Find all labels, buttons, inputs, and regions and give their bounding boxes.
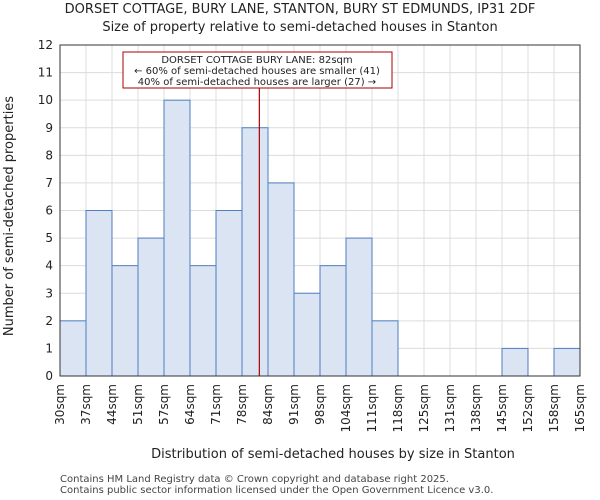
histogram-bar (137, 237, 165, 377)
x-axis-label: Distribution of semi-detached houses by … (151, 447, 515, 462)
annotation-line-1: DORSET COTTAGE BURY LANE: 82sqm (161, 55, 352, 66)
y-tick-label: 2 (45, 314, 53, 328)
x-tick-label: 84sqm (261, 384, 275, 425)
chart-subtitle: Size of property relative to semi-detach… (102, 20, 498, 35)
x-tick-label: 158sqm (547, 384, 561, 432)
footer-line-1: Contains HM Land Registry data © Crown c… (60, 474, 449, 485)
x-tick-label: 152sqm (521, 384, 535, 432)
histogram-bar (267, 182, 295, 377)
bars-layer (59, 99, 581, 377)
x-tick-label: 98sqm (313, 384, 327, 425)
histogram-bar (163, 99, 191, 377)
y-tick-label: 9 (45, 121, 53, 135)
histogram-bar (59, 320, 87, 377)
annotation-box: DORSET COTTAGE BURY LANE: 82sqm ← 60% of… (122, 51, 393, 89)
x-ticks: 30sqm 37sqm 44sqm 51sqm 57sqm 64sqm 71sqm 78sqm… (53, 384, 587, 432)
y-tick-label: 5 (45, 231, 53, 245)
x-tick-label: 57sqm (157, 384, 171, 425)
y-tick-label: 6 (45, 204, 53, 218)
y-tick-label: 0 (45, 369, 53, 383)
histogram-bar (241, 127, 269, 377)
y-tick-label: 11 (38, 66, 53, 80)
y-tick-label: 3 (45, 286, 53, 300)
histogram-bar (293, 292, 321, 377)
y-tick-label: 1 (45, 341, 53, 355)
x-tick-label: 111sqm (365, 384, 379, 432)
annotation-line-2: ← 60% of semi-detached houses are smalle… (134, 66, 380, 77)
y-tick-label: 10 (38, 93, 53, 107)
histogram-bar (501, 347, 529, 377)
y-axis-label: Number of semi-detached properties (2, 96, 17, 336)
x-tick-label: 51sqm (131, 384, 145, 425)
annotation-border (122, 51, 393, 89)
x-tick-label: 165sqm (573, 384, 587, 432)
x-tick-label: 118sqm (391, 384, 405, 432)
x-tick-label: 131sqm (443, 384, 457, 432)
plot-frame (59, 44, 581, 377)
x-tick-label: 125sqm (417, 384, 431, 432)
x-tick-label: 37sqm (79, 384, 93, 425)
x-tick-label: 104sqm (339, 384, 353, 432)
footer-line-2: Contains public sector information licen… (60, 485, 494, 496)
x-tick-label: 138sqm (469, 384, 483, 432)
chart-title: DORSET COTTAGE, BURY LANE, STANTON, BURY… (64, 2, 536, 17)
histogram-bar (189, 265, 217, 377)
histogram-bar (553, 347, 581, 377)
histogram-bar (111, 265, 139, 377)
y-tick-label: 12 (38, 38, 53, 52)
x-tick-label: 78sqm (235, 384, 249, 425)
x-tick-label: 30sqm (53, 384, 67, 425)
x-tick-label: 91sqm (287, 384, 301, 425)
y-tick-label: 4 (45, 259, 53, 273)
histogram-bar (319, 265, 347, 377)
x-tick-label: 64sqm (183, 384, 197, 425)
x-tick-label: 71sqm (209, 384, 223, 425)
y-tick-label: 7 (45, 176, 53, 190)
y-tick-label: 8 (45, 148, 53, 162)
x-tick-label: 145sqm (495, 384, 509, 432)
histogram-bar (345, 237, 373, 377)
histogram-bar (85, 210, 113, 377)
histogram-bar (215, 210, 243, 377)
annotation-line-3: 40% of semi-detached houses are larger (… (138, 77, 376, 88)
x-tick-label: 44sqm (105, 384, 119, 425)
histogram-bar (371, 320, 399, 377)
